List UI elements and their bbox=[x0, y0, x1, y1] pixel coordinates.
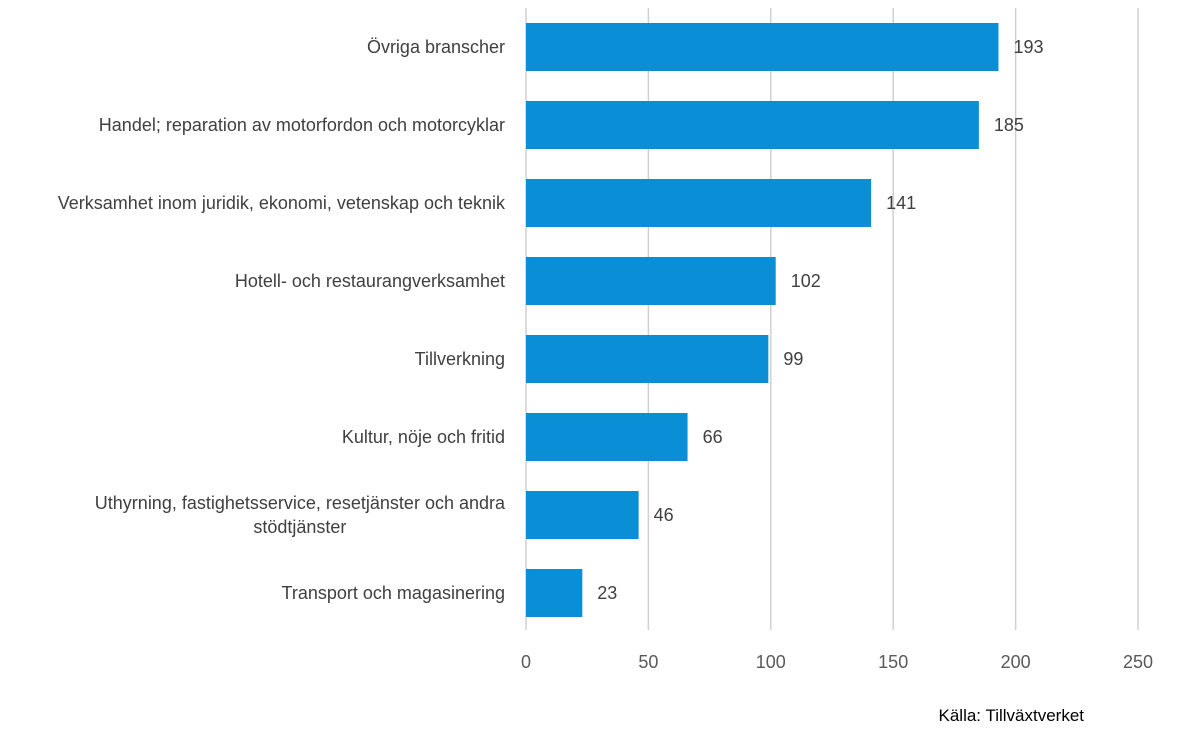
category-label: Transport och magasinering bbox=[282, 583, 505, 603]
bar-chart: 193 185 141 102 99 66 46 23 Övriga branscher Han… bbox=[58, 8, 1153, 672]
x-tick-label: 0 bbox=[521, 652, 531, 672]
category-label: Handel; reparation av motorfordon och mo… bbox=[99, 115, 505, 135]
x-tick-label: 50 bbox=[638, 652, 658, 672]
category-label: Verksamhet inom juridik, ekonomi, vetens… bbox=[58, 193, 506, 213]
category-labels: Övriga branscher Handel; reparation av mo… bbox=[58, 37, 506, 603]
category-label: Uthyrning, fastighetsservice, resetjänst… bbox=[95, 493, 506, 537]
bar bbox=[526, 569, 583, 617]
bar bbox=[526, 101, 979, 149]
data-label: 193 bbox=[1013, 37, 1043, 57]
data-label: 46 bbox=[654, 505, 674, 525]
bar bbox=[526, 179, 872, 227]
data-label: 141 bbox=[886, 193, 916, 213]
bar bbox=[526, 257, 776, 305]
source-note: Källa: Tillväxtverket bbox=[938, 706, 1085, 725]
bars bbox=[526, 23, 999, 617]
data-label: 23 bbox=[597, 583, 617, 603]
bar bbox=[526, 335, 769, 383]
data-label: 102 bbox=[791, 271, 821, 291]
x-tick-label: 150 bbox=[878, 652, 908, 672]
data-label: 99 bbox=[783, 349, 803, 369]
bar bbox=[526, 23, 999, 71]
category-label: Övriga branscher bbox=[367, 37, 505, 57]
category-label: Kultur, nöje och fritid bbox=[342, 427, 505, 447]
x-tick-label: 100 bbox=[756, 652, 786, 672]
category-label: Tillverkning bbox=[415, 349, 505, 369]
data-label: 66 bbox=[703, 427, 723, 447]
bar bbox=[526, 413, 688, 461]
x-axis-tick-labels: 0 50 100 150 200 250 bbox=[521, 652, 1153, 672]
bar bbox=[526, 491, 639, 539]
data-label: 185 bbox=[994, 115, 1024, 135]
data-labels: 193 185 141 102 99 66 46 23 bbox=[597, 37, 1043, 603]
x-tick-label: 250 bbox=[1123, 652, 1153, 672]
category-label: Hotell- och restaurangverksamhet bbox=[235, 271, 505, 291]
x-tick-label: 200 bbox=[1001, 652, 1031, 672]
